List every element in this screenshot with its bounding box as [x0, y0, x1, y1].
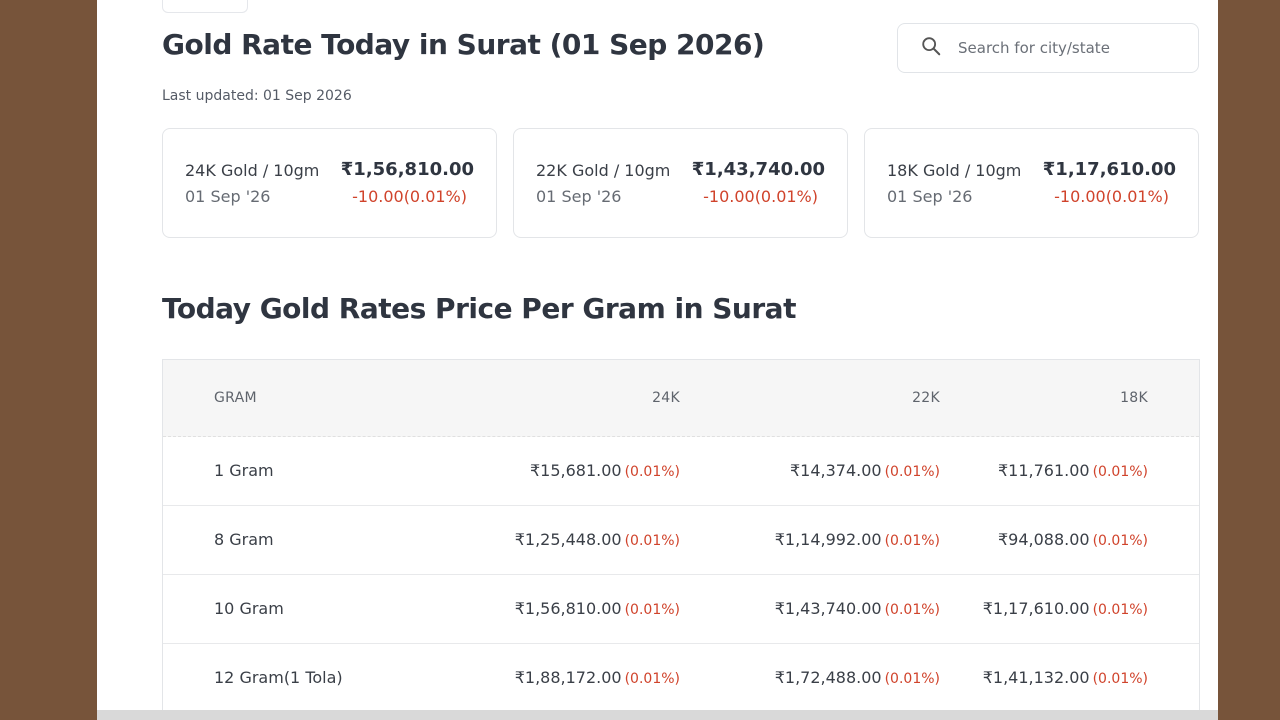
price-cell-18k: ₹11,761.00 (0.01%)	[998, 461, 1148, 480]
price-cell-18k: ₹94,088.00 (0.01%)	[998, 530, 1148, 549]
change-percent: (0.01%)	[1092, 464, 1148, 480]
price-value: ₹1,14,992.00	[774, 530, 882, 549]
table-header: GRAM 24K 22K 18K	[163, 360, 1199, 437]
change-percent: (0.01%)	[1092, 533, 1148, 549]
card-date: 01 Sep '26	[185, 187, 271, 206]
price-value: ₹1,43,740.00	[774, 599, 882, 618]
card-label: 18K Gold / 10gm	[887, 161, 1022, 180]
search-input[interactable]	[956, 38, 1190, 58]
search-box[interactable]	[897, 23, 1199, 73]
table-row: 10 Gram ₹1,56,810.00 (0.01%) ₹1,43,740.00…	[163, 575, 1199, 644]
table-row: 1 Gram ₹15,681.00 (0.01%) ₹14,374.00 (0.01…	[163, 437, 1199, 506]
card-label: 24K Gold / 10gm	[185, 161, 320, 180]
price-value: ₹1,72,488.00	[774, 668, 882, 687]
card-price: ₹1,56,810.00	[340, 159, 474, 180]
price-value: ₹94,088.00	[997, 530, 1090, 549]
header-18k: 18K	[1120, 390, 1148, 406]
gram-cell: 1 Gram	[214, 461, 274, 480]
table-row: 12 Gram(1 Tola) ₹1,88,172.00 (0.01%) ₹1,7…	[163, 644, 1199, 713]
header-gram: GRAM	[214, 390, 257, 406]
price-cell-24k: ₹15,681.00 (0.01%)	[530, 461, 680, 480]
price-value: ₹1,56,810.00	[514, 599, 622, 618]
price-cell-22k: ₹14,374.00 (0.01%)	[790, 461, 940, 480]
card-date: 01 Sep '26	[536, 187, 622, 206]
page-title: Gold Rate Today in Surat (01 Sep 2026)	[162, 28, 765, 61]
card-change: -10.00(0.01%)	[1054, 187, 1169, 206]
price-value: ₹1,88,172.00	[514, 668, 622, 687]
price-value: ₹14,374.00	[789, 461, 882, 480]
card-change: -10.00(0.01%)	[703, 187, 818, 206]
header-24k: 24K	[652, 390, 680, 406]
card-label: 22K Gold / 10gm	[536, 161, 671, 180]
card-price: ₹1,17,610.00	[1042, 159, 1176, 180]
price-cell-18k: ₹1,17,610.00 (0.01%)	[983, 599, 1148, 618]
rate-card-22k: 22K Gold / 10gm 01 Sep '26 ₹1,43,740.00 …	[513, 128, 848, 238]
card-date: 01 Sep '26	[887, 187, 973, 206]
change-percent: (0.01%)	[884, 671, 940, 687]
change-percent: (0.01%)	[624, 602, 680, 618]
change-percent: (0.01%)	[624, 671, 680, 687]
card-change: -10.00(0.01%)	[352, 187, 467, 206]
header-22k: 22K	[912, 390, 940, 406]
page-container: Gold Rate Today in Surat (01 Sep 2026) L…	[97, 0, 1218, 720]
price-cell-22k: ₹1,72,488.00 (0.01%)	[775, 668, 940, 687]
rate-card-18k: 18K Gold / 10gm 01 Sep '26 ₹1,17,610.00 …	[864, 128, 1199, 238]
price-cell-22k: ₹1,43,740.00 (0.01%)	[775, 599, 940, 618]
change-percent: (0.01%)	[884, 464, 940, 480]
price-cell-24k: ₹1,88,172.00 (0.01%)	[515, 668, 680, 687]
gold-rate-table: GRAM 24K 22K 18K 1 Gram ₹15,681.00 (0.01%…	[162, 359, 1200, 713]
change-percent: (0.01%)	[884, 533, 940, 549]
top-tab[interactable]	[162, 0, 248, 13]
change-percent: (0.01%)	[624, 533, 680, 549]
gram-cell: 8 Gram	[214, 530, 274, 549]
change-percent: (0.01%)	[1092, 602, 1148, 618]
price-value: ₹1,17,610.00	[982, 599, 1090, 618]
search-icon	[920, 35, 942, 61]
table-row: 8 Gram ₹1,25,448.00 (0.01%) ₹1,14,992.00(…	[163, 506, 1199, 575]
price-cell-24k: ₹1,25,448.00 (0.01%)	[515, 530, 680, 549]
price-cell-22k: ₹1,14,992.00 (0.01%)	[775, 530, 940, 549]
price-cell-24k: ₹1,56,810.00 (0.01%)	[515, 599, 680, 618]
horizontal-scrollbar[interactable]	[97, 710, 1218, 720]
change-percent: (0.01%)	[1092, 671, 1148, 687]
card-price: ₹1,43,740.00	[691, 159, 825, 180]
price-value: ₹1,41,132.00	[982, 668, 1090, 687]
gram-cell: 10 Gram	[214, 599, 284, 618]
price-value: ₹15,681.00	[529, 461, 622, 480]
last-updated-text: Last updated: 01 Sep 2026	[162, 88, 352, 104]
price-cell-18k: ₹1,41,132.00 (0.01%)	[983, 668, 1148, 687]
section-title: Today Gold Rates Price Per Gram in Surat	[162, 292, 796, 325]
gram-cell: 12 Gram(1 Tola)	[214, 668, 343, 687]
rate-card-24k: 24K Gold / 10gm 01 Sep '26 ₹1,56,810.00 …	[162, 128, 497, 238]
change-percent: (0.01%)	[624, 464, 680, 480]
price-value: ₹11,761.00	[997, 461, 1090, 480]
price-value: ₹1,25,448.00	[514, 530, 622, 549]
change-percent: (0.01%)	[884, 602, 940, 618]
